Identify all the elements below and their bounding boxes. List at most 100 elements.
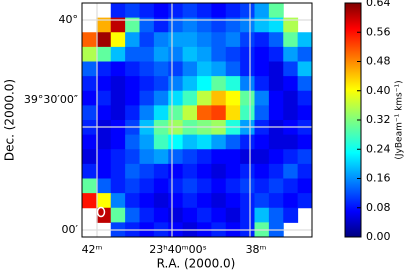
cell — [139, 3, 155, 19]
cell — [125, 178, 140, 194]
cell — [211, 105, 227, 121]
cell — [268, 134, 284, 150]
cell — [240, 90, 255, 106]
cell — [168, 105, 184, 121]
cell — [268, 149, 284, 165]
cell — [96, 149, 112, 165]
colorbar-label: (JyBeam⁻¹ kms⁻¹) — [395, 80, 405, 159]
cell — [139, 134, 155, 150]
cell — [110, 178, 126, 194]
cell — [139, 46, 155, 62]
cell — [197, 105, 212, 121]
cell — [283, 76, 299, 92]
cell — [96, 178, 112, 194]
cell — [240, 46, 255, 62]
cell — [283, 149, 299, 165]
cell — [197, 207, 212, 223]
cell — [211, 163, 227, 179]
cell — [225, 193, 241, 209]
cell — [182, 149, 198, 165]
cell — [254, 149, 270, 165]
cell — [139, 32, 155, 48]
cell — [254, 17, 270, 33]
cell — [268, 90, 284, 106]
cell — [153, 163, 169, 179]
x-tick-label: 23ʰ40ᵐ00ˢ — [149, 243, 206, 256]
cell — [197, 17, 212, 33]
cell — [82, 178, 97, 194]
cell — [268, 61, 284, 77]
y-tick-label: 40° — [59, 13, 79, 26]
cell — [125, 61, 140, 77]
cell — [297, 134, 313, 150]
cell — [211, 3, 227, 19]
cell — [168, 149, 184, 165]
cell — [268, 207, 284, 223]
cell — [182, 105, 198, 121]
cell — [96, 76, 112, 92]
cell — [96, 32, 112, 48]
cell — [153, 149, 169, 165]
cell — [82, 32, 97, 48]
cell — [96, 90, 112, 106]
cell — [225, 76, 241, 92]
cell — [283, 178, 299, 194]
cell — [125, 163, 140, 179]
cell — [268, 178, 284, 194]
cell — [283, 105, 299, 121]
cell — [125, 105, 140, 121]
cell — [297, 163, 313, 179]
cell — [211, 90, 227, 106]
cell — [240, 193, 255, 209]
cell — [168, 3, 184, 19]
cell — [125, 193, 140, 209]
cell — [197, 3, 212, 19]
cell — [283, 61, 299, 77]
cell — [197, 76, 212, 92]
colorbar-tick-label: 0.40 — [366, 84, 391, 97]
cell — [197, 61, 212, 77]
cell — [96, 17, 112, 33]
cell — [254, 163, 270, 179]
colorbar-tick-label: 0.16 — [366, 172, 391, 185]
cell — [110, 90, 126, 106]
cell — [168, 193, 184, 209]
cell — [182, 76, 198, 92]
y-axis-label: Dec. (2000.0) — [3, 79, 17, 161]
cell — [110, 32, 126, 48]
cell — [139, 193, 155, 209]
cell — [125, 3, 140, 19]
cell — [240, 17, 255, 33]
cell — [297, 32, 313, 48]
cell — [182, 90, 198, 106]
cell — [125, 149, 140, 165]
cell — [254, 3, 270, 19]
cell — [211, 17, 227, 33]
cell — [125, 46, 140, 62]
cell — [254, 61, 270, 77]
cell — [225, 46, 241, 62]
cell — [182, 3, 198, 19]
cell — [254, 193, 270, 209]
cell — [283, 90, 299, 106]
cell — [96, 193, 112, 209]
cell — [283, 193, 299, 209]
cell — [110, 76, 126, 92]
cell — [168, 46, 184, 62]
cell — [268, 32, 284, 48]
cell — [125, 76, 140, 92]
cell — [153, 178, 169, 194]
cell — [225, 3, 241, 19]
cell — [82, 76, 97, 92]
cell — [211, 193, 227, 209]
cell — [168, 61, 184, 77]
cell — [225, 163, 241, 179]
cell — [297, 193, 313, 209]
cell — [168, 134, 184, 150]
cell — [110, 105, 126, 121]
cell — [153, 32, 169, 48]
colorbar-tick-label: 0.64 — [366, 0, 391, 9]
cell — [153, 46, 169, 62]
cell — [225, 32, 241, 48]
